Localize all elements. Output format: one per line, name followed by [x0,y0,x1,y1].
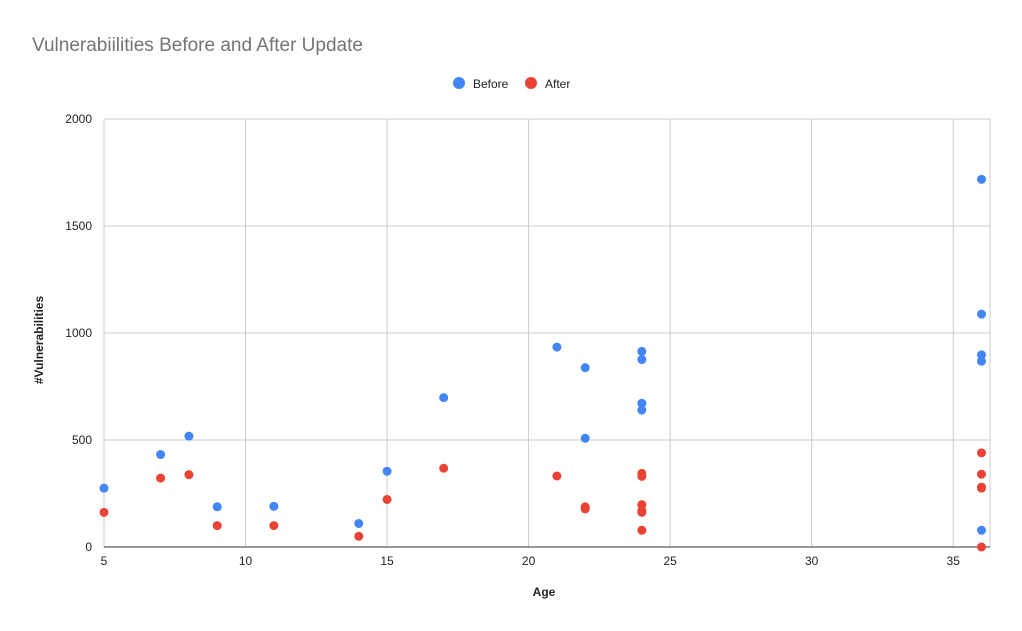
data-point-before[interactable] [354,518,364,528]
y-axis-ticks: 0 500 1000 1500 2000 [65,112,92,554]
data-point-after[interactable] [354,531,364,541]
legend-item-before[interactable]: Before [453,77,509,91]
data-point-before[interactable] [977,350,987,360]
chart-title: Vulnerabiilities Before and After Update [32,35,363,56]
data-point-after[interactable] [637,525,647,535]
data-point-after[interactable] [439,463,449,473]
data-point-before[interactable] [552,342,562,352]
data-point-before[interactable] [637,346,647,356]
x-tick-label: 15 [380,554,394,568]
data-point-before[interactable] [637,355,647,365]
x-axis-ticks: 5 10 15 20 25 30 35 [101,554,961,568]
y-axis-title: #Vulnerabilities [32,296,46,385]
x-tick-label: 10 [239,554,253,568]
legend-item-after[interactable]: After [525,77,570,91]
x-tick-label: 30 [805,554,819,568]
data-point-before[interactable] [382,466,392,476]
data-point-before[interactable] [637,405,647,415]
data-point-before[interactable] [977,309,987,319]
legend-label: After [545,77,570,91]
data-point-before[interactable] [156,450,166,460]
x-tick-label: 25 [663,554,677,568]
data-point-before[interactable] [184,431,194,441]
data-point-before[interactable] [580,363,590,373]
data-point-after[interactable] [156,473,166,483]
data-point-after[interactable] [637,471,647,481]
x-tick-label: 20 [522,554,536,568]
data-point-after[interactable] [269,521,279,531]
y-tick-label: 2000 [65,112,92,126]
data-point-after[interactable] [580,504,590,514]
data-point-before[interactable] [439,393,449,403]
y-tick-label: 500 [72,433,92,447]
data-point-before[interactable] [269,501,279,511]
data-point-after[interactable] [977,542,987,552]
x-tick-label: 35 [947,554,961,568]
data-point-after[interactable] [637,507,647,517]
y-tick-label: 1500 [65,219,92,233]
y-tick-label: 0 [85,540,92,554]
data-point-after[interactable] [99,507,109,517]
x-axis-title: Age [533,585,556,599]
data-point-after[interactable] [977,448,987,458]
legend-label: Before [473,77,509,91]
series-after [99,448,987,552]
data-point-before[interactable] [977,174,987,184]
x-tick-label: 5 [101,554,108,568]
data-points [99,174,987,552]
gridlines [103,118,991,548]
legend: Before After [453,77,570,91]
series-before [99,174,987,535]
legend-marker [453,77,465,89]
data-point-before[interactable] [99,483,109,493]
legend-marker [525,77,537,89]
data-point-after[interactable] [184,470,194,480]
data-point-after[interactable] [382,494,392,504]
data-point-before[interactable] [580,433,590,443]
y-tick-label: 1000 [65,326,92,340]
data-point-before[interactable] [637,398,647,408]
data-point-after[interactable] [977,483,987,493]
data-point-after[interactable] [552,471,562,481]
data-point-after[interactable] [977,469,987,479]
data-point-after[interactable] [212,521,222,531]
data-point-before[interactable] [212,502,222,512]
data-point-before[interactable] [977,525,987,535]
data-point-before[interactable] [977,356,987,366]
